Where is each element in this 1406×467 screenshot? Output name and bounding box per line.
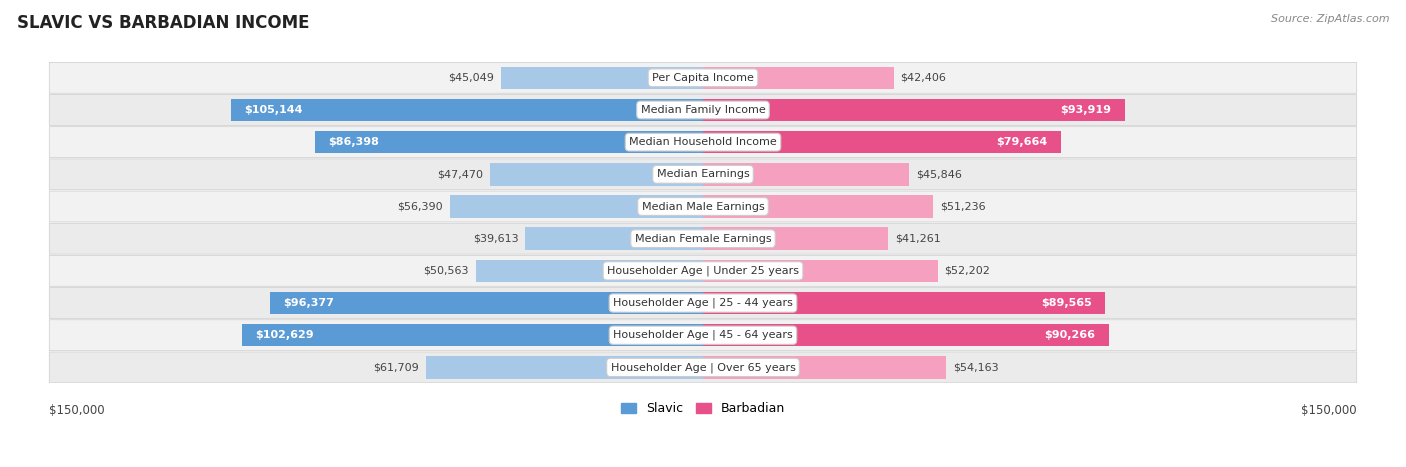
- Text: $39,613: $39,613: [472, 234, 519, 244]
- FancyBboxPatch shape: [49, 320, 1357, 351]
- Text: $45,049: $45,049: [449, 73, 494, 83]
- Text: Median Household Income: Median Household Income: [628, 137, 778, 147]
- Text: Householder Age | 25 - 44 years: Householder Age | 25 - 44 years: [613, 298, 793, 308]
- Text: $102,629: $102,629: [256, 330, 314, 340]
- Text: Median Female Earnings: Median Female Earnings: [634, 234, 772, 244]
- Bar: [242, 324, 703, 347]
- Text: $61,709: $61,709: [373, 362, 419, 372]
- Text: Householder Age | Over 65 years: Householder Age | Over 65 years: [610, 362, 796, 373]
- Bar: [703, 99, 1125, 121]
- FancyBboxPatch shape: [49, 94, 1357, 126]
- FancyBboxPatch shape: [49, 255, 1357, 286]
- Text: $50,563: $50,563: [423, 266, 470, 276]
- Text: $45,846: $45,846: [915, 170, 962, 179]
- Text: $93,919: $93,919: [1060, 105, 1112, 115]
- Text: $89,565: $89,565: [1042, 298, 1092, 308]
- Bar: [703, 227, 889, 250]
- Legend: Slavic, Barbadian: Slavic, Barbadian: [617, 398, 789, 419]
- Text: $47,470: $47,470: [437, 170, 484, 179]
- Bar: [703, 66, 894, 89]
- Bar: [524, 227, 703, 250]
- FancyBboxPatch shape: [49, 288, 1357, 318]
- Text: Householder Age | 45 - 64 years: Householder Age | 45 - 64 years: [613, 330, 793, 340]
- Bar: [231, 99, 703, 121]
- FancyBboxPatch shape: [49, 191, 1357, 222]
- FancyBboxPatch shape: [49, 62, 1357, 93]
- Text: $52,202: $52,202: [945, 266, 990, 276]
- Text: $54,163: $54,163: [953, 362, 998, 372]
- Text: $41,261: $41,261: [896, 234, 941, 244]
- Bar: [501, 66, 703, 89]
- Bar: [703, 292, 1105, 314]
- Text: Median Earnings: Median Earnings: [657, 170, 749, 179]
- FancyBboxPatch shape: [49, 223, 1357, 254]
- Bar: [315, 131, 703, 153]
- Text: $42,406: $42,406: [900, 73, 946, 83]
- Bar: [703, 356, 946, 379]
- Text: $150,000: $150,000: [49, 404, 105, 417]
- Bar: [703, 195, 934, 218]
- Bar: [703, 324, 1108, 347]
- Bar: [426, 356, 703, 379]
- FancyBboxPatch shape: [49, 352, 1357, 383]
- Text: $96,377: $96,377: [284, 298, 335, 308]
- Text: Per Capita Income: Per Capita Income: [652, 73, 754, 83]
- Text: $56,390: $56,390: [398, 201, 443, 212]
- Bar: [450, 195, 703, 218]
- Text: $51,236: $51,236: [941, 201, 986, 212]
- Text: SLAVIC VS BARBADIAN INCOME: SLAVIC VS BARBADIAN INCOME: [17, 14, 309, 32]
- Text: $79,664: $79,664: [997, 137, 1047, 147]
- Text: $90,266: $90,266: [1045, 330, 1095, 340]
- FancyBboxPatch shape: [49, 127, 1357, 157]
- Bar: [270, 292, 703, 314]
- Text: $150,000: $150,000: [1301, 404, 1357, 417]
- Bar: [703, 163, 910, 185]
- Bar: [475, 260, 703, 282]
- Text: $86,398: $86,398: [328, 137, 380, 147]
- Text: $105,144: $105,144: [245, 105, 302, 115]
- Text: Source: ZipAtlas.com: Source: ZipAtlas.com: [1271, 14, 1389, 24]
- Text: Median Family Income: Median Family Income: [641, 105, 765, 115]
- Bar: [703, 260, 938, 282]
- Text: Householder Age | Under 25 years: Householder Age | Under 25 years: [607, 266, 799, 276]
- Bar: [703, 131, 1062, 153]
- FancyBboxPatch shape: [49, 159, 1357, 190]
- Text: Median Male Earnings: Median Male Earnings: [641, 201, 765, 212]
- Bar: [489, 163, 703, 185]
